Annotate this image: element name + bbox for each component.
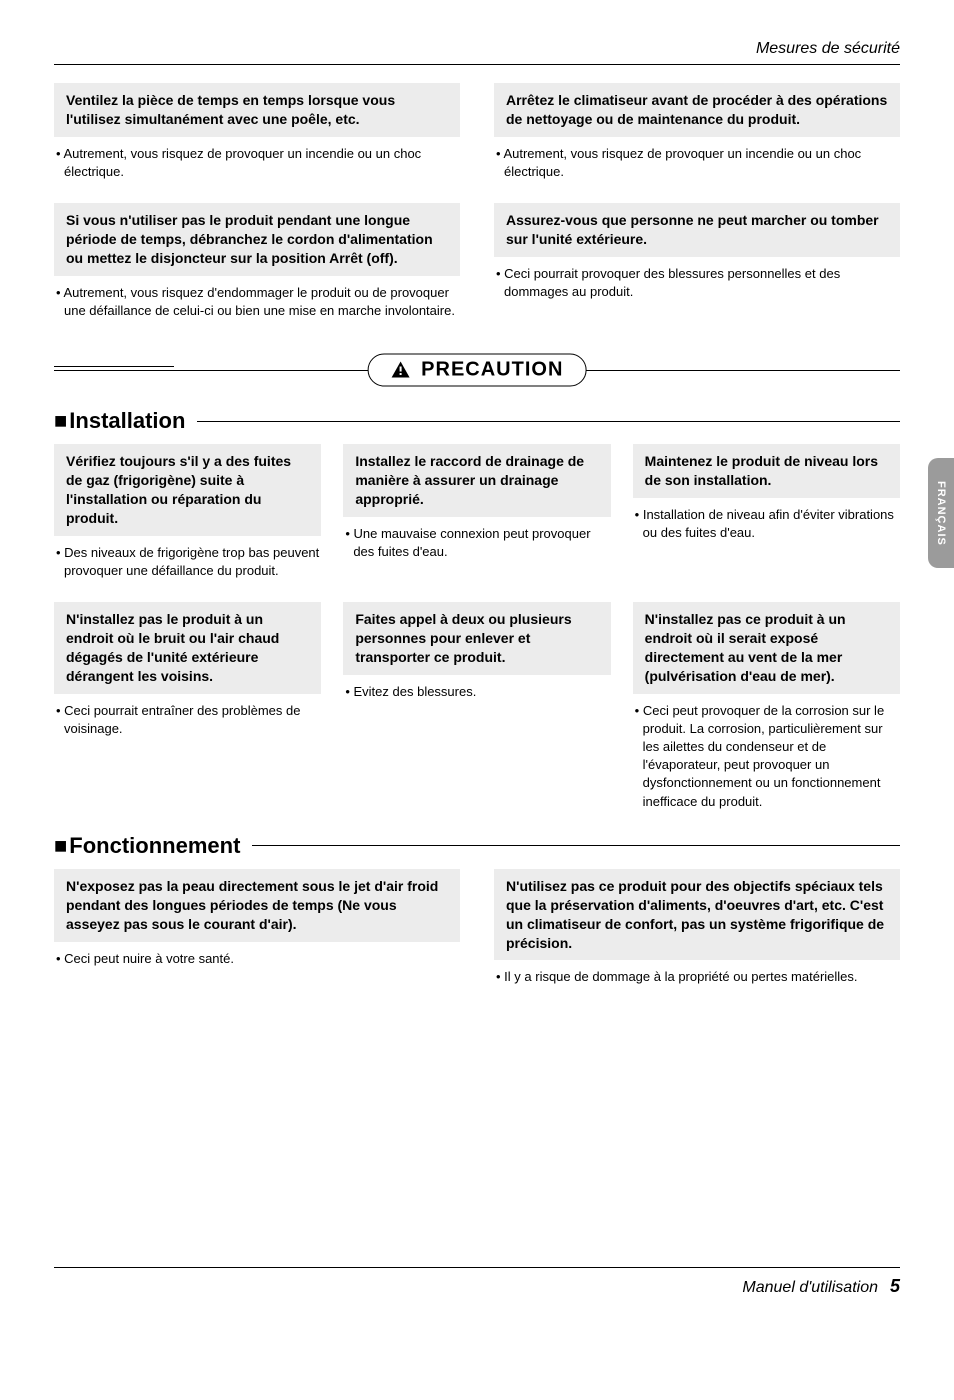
top-row-b: Si vous n'utiliser pas le produit pendan… <box>54 203 900 320</box>
box-body: Autrement, vous risquez de provoquer un … <box>54 145 460 181</box>
warning-icon <box>391 359 422 381</box>
box-title: Maintenez le produit de niveau lors de s… <box>633 444 900 498</box>
box-title: Faites appel à deux ou plusieurs personn… <box>343 602 610 675</box>
install-a1: Vérifiez toujours s'il y a des fuites de… <box>54 444 321 580</box>
box-title: Vérifiez toujours s'il y a des fuites de… <box>54 444 321 536</box>
box-body: Installation de niveau afin d'éviter vib… <box>633 506 900 542</box>
install-b1: N'installez pas le produit à un endroit … <box>54 602 321 811</box>
section-label: Fonctionnement <box>69 833 240 859</box>
fonct-right: N'utilisez pas ce produit pour des objec… <box>494 869 900 987</box>
fonct-row: N'exposez pas la peau directement sous l… <box>54 869 900 987</box>
box-body: Une mauvaise connexion peut provoquer de… <box>343 525 610 561</box>
install-a3: Maintenez le produit de niveau lors de s… <box>633 444 900 580</box>
section-rule <box>252 845 900 846</box>
box-body: Ceci pourrait provoquer des blessures pe… <box>494 265 900 301</box>
box-body: Il y a risque de dommage à la propriété … <box>494 968 900 986</box>
square-bullet-icon: ■ <box>54 408 67 434</box>
square-bullet-icon: ■ <box>54 833 67 859</box>
fonct-left: N'exposez pas la peau directement sous l… <box>54 869 460 987</box>
page-footer: Manuel d'utilisation 5 <box>54 1267 900 1297</box>
install-row-a: Vérifiez toujours s'il y a des fuites de… <box>54 444 900 580</box>
box-title: N'utilisez pas ce produit pour des objec… <box>494 869 900 961</box>
side-tab-label: FRANÇAIS <box>935 481 947 546</box>
top-row-a: Ventilez la pièce de temps en temps lors… <box>54 83 900 181</box>
install-row-b: N'installez pas le produit à un endroit … <box>54 602 900 811</box>
box-title: N'installez pas le produit à un endroit … <box>54 602 321 694</box>
section-rule <box>197 421 900 422</box>
top-b-left: Si vous n'utiliser pas le produit pendan… <box>54 203 460 320</box>
footer-title: Manuel d'utilisation <box>742 1279 878 1297</box>
footer-page-number: 5 <box>890 1276 900 1297</box>
box-body: Ceci peut provoquer de la corrosion sur … <box>633 702 900 811</box>
running-head: Mesures de sécurité <box>54 40 900 65</box>
top-a-right: Arrêtez le climatiseur avant de procéder… <box>494 83 900 181</box>
top-b-right: Assurez-vous que personne ne peut marche… <box>494 203 900 320</box>
box-title: Installez le raccord de drainage de mani… <box>343 444 610 517</box>
box-title: Ventilez la pièce de temps en temps lors… <box>54 83 460 137</box>
section-head-installation: ■ Installation <box>54 408 900 434</box>
install-b2: Faites appel à deux ou plusieurs personn… <box>343 602 610 811</box>
section-head-fonctionnement: ■ Fonctionnement <box>54 833 900 859</box>
precaution-separator: PRECAUTION <box>54 350 900 390</box>
box-title: Assurez-vous que personne ne peut marche… <box>494 203 900 257</box>
box-body: Ceci pourrait entraîner des problèmes de… <box>54 702 321 738</box>
language-side-tab: FRANÇAIS <box>928 458 954 568</box>
box-title: N'installez pas ce produit à un endroit … <box>633 602 900 694</box>
box-title: Si vous n'utiliser pas le produit pendan… <box>54 203 460 276</box>
precaution-label: PRECAUTION <box>421 359 563 381</box>
install-a2: Installez le raccord de drainage de mani… <box>343 444 610 580</box>
top-a-left: Ventilez la pièce de temps en temps lors… <box>54 83 460 181</box>
box-body: Autrement, vous risquez de provoquer un … <box>494 145 900 181</box>
box-title: N'exposez pas la peau directement sous l… <box>54 869 460 942</box>
box-body: Evitez des blessures. <box>343 683 610 701</box>
section-label: Installation <box>69 408 185 434</box>
box-body: Des niveaux de frigorigène trop bas peuv… <box>54 544 321 580</box>
precaution-badge: PRECAUTION <box>368 354 587 387</box>
box-title: Arrêtez le climatiseur avant de procéder… <box>494 83 900 137</box>
box-body: Ceci peut nuire à votre santé. <box>54 950 460 968</box>
box-body: Autrement, vous risquez d'endommager le … <box>54 284 460 320</box>
install-b3: N'installez pas ce produit à un endroit … <box>633 602 900 811</box>
